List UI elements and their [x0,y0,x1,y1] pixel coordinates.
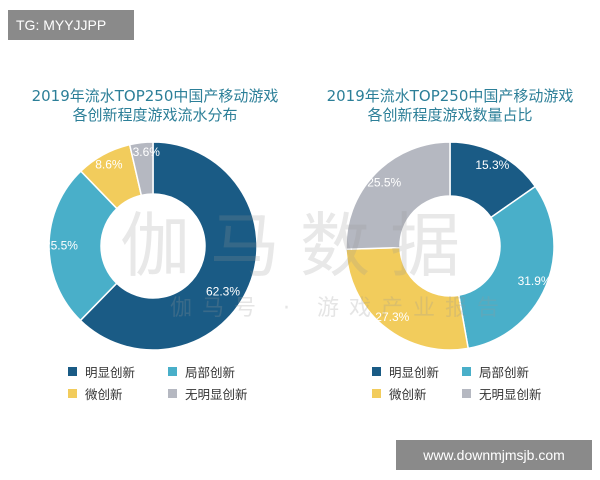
donut-left-label-2: 8.6% [95,158,123,172]
legend-label: 局部创新 [479,365,530,380]
legend-label: 明显创新 [389,365,440,380]
donut-right-label-3: 25.5% [367,175,401,189]
chart-title-left-line2: 各创新程度游戏流水分布 [72,106,238,124]
legend-label: 微创新 [389,387,427,402]
legend-label: 无明显创新 [185,387,248,402]
donut-right-slice-3 [345,141,451,251]
donut-left-slice-3 [128,141,154,197]
chart-title-left-line1: 2019年流水TOP250中国产移动游戏 [31,87,279,105]
legend-item: 无明显创新 [462,384,542,403]
legend-swatch-无明显创新 [462,389,471,398]
legend-item: 局部创新 [168,362,235,381]
donut-left-label-3: 3.6% [133,145,161,159]
legend-swatch-明显创新 [372,367,381,376]
chart-title-right: 2019年流水TOP250中国产移动游戏 各创新程度游戏数量占比 [305,87,595,125]
legend-item: 无明显创新 [168,384,248,403]
legend-label: 局部创新 [185,365,236,380]
legend-swatch-无明显创新 [168,389,177,398]
legend-swatch-微创新 [68,389,77,398]
donut-right-slice-1 [457,185,555,350]
legend-item: 微创新 [68,384,123,403]
legend-label: 无明显创新 [479,387,542,402]
legend-item: 明显创新 [372,362,439,381]
donut-left-slice-0 [79,141,258,351]
chart-title-left: 2019年流水TOP250中国产移动游戏 各创新程度游戏流水分布 [10,87,300,125]
donut-right-slice-2 [345,246,470,351]
legend-swatch-明显创新 [68,367,77,376]
legend-label: 微创新 [85,387,123,402]
legend-item: 明显创新 [68,362,135,381]
donut-left-label-0: 62.3% [206,285,240,299]
donut-left-slice-1 [48,170,118,322]
legend-swatch-微创新 [372,389,381,398]
chart-title-right-line1: 2019年流水TOP250中国产移动游戏 [326,87,574,105]
chart-title-right-line2: 各创新程度游戏数量占比 [367,106,533,124]
donut-right-label-1: 31.9% [518,274,552,288]
url-badge: www.downmjmsjb.com [396,440,592,470]
legend-swatch-局部创新 [462,367,471,376]
tg-badge: TG: MYYJJPP [8,10,134,40]
donut-left-label-1: 25.5% [44,239,78,253]
donut-right-label-2: 27.3% [375,310,409,324]
legend-item: 局部创新 [462,362,529,381]
donut-right-label-0: 15.3% [475,158,509,172]
legend-item: 微创新 [372,384,427,403]
legend-swatch-局部创新 [168,367,177,376]
legend-label: 明显创新 [85,365,136,380]
